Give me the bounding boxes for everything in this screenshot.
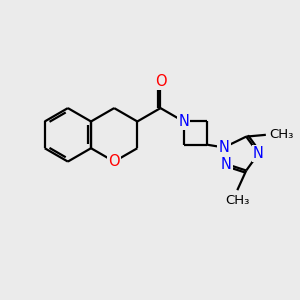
Text: N: N [178,114,189,129]
Text: CH₃: CH₃ [269,128,294,141]
Text: O: O [155,74,166,89]
Text: CH₃: CH₃ [225,194,250,207]
Text: N: N [221,157,232,172]
Text: N: N [218,140,230,155]
Text: O: O [108,154,120,169]
Text: N: N [253,146,264,161]
